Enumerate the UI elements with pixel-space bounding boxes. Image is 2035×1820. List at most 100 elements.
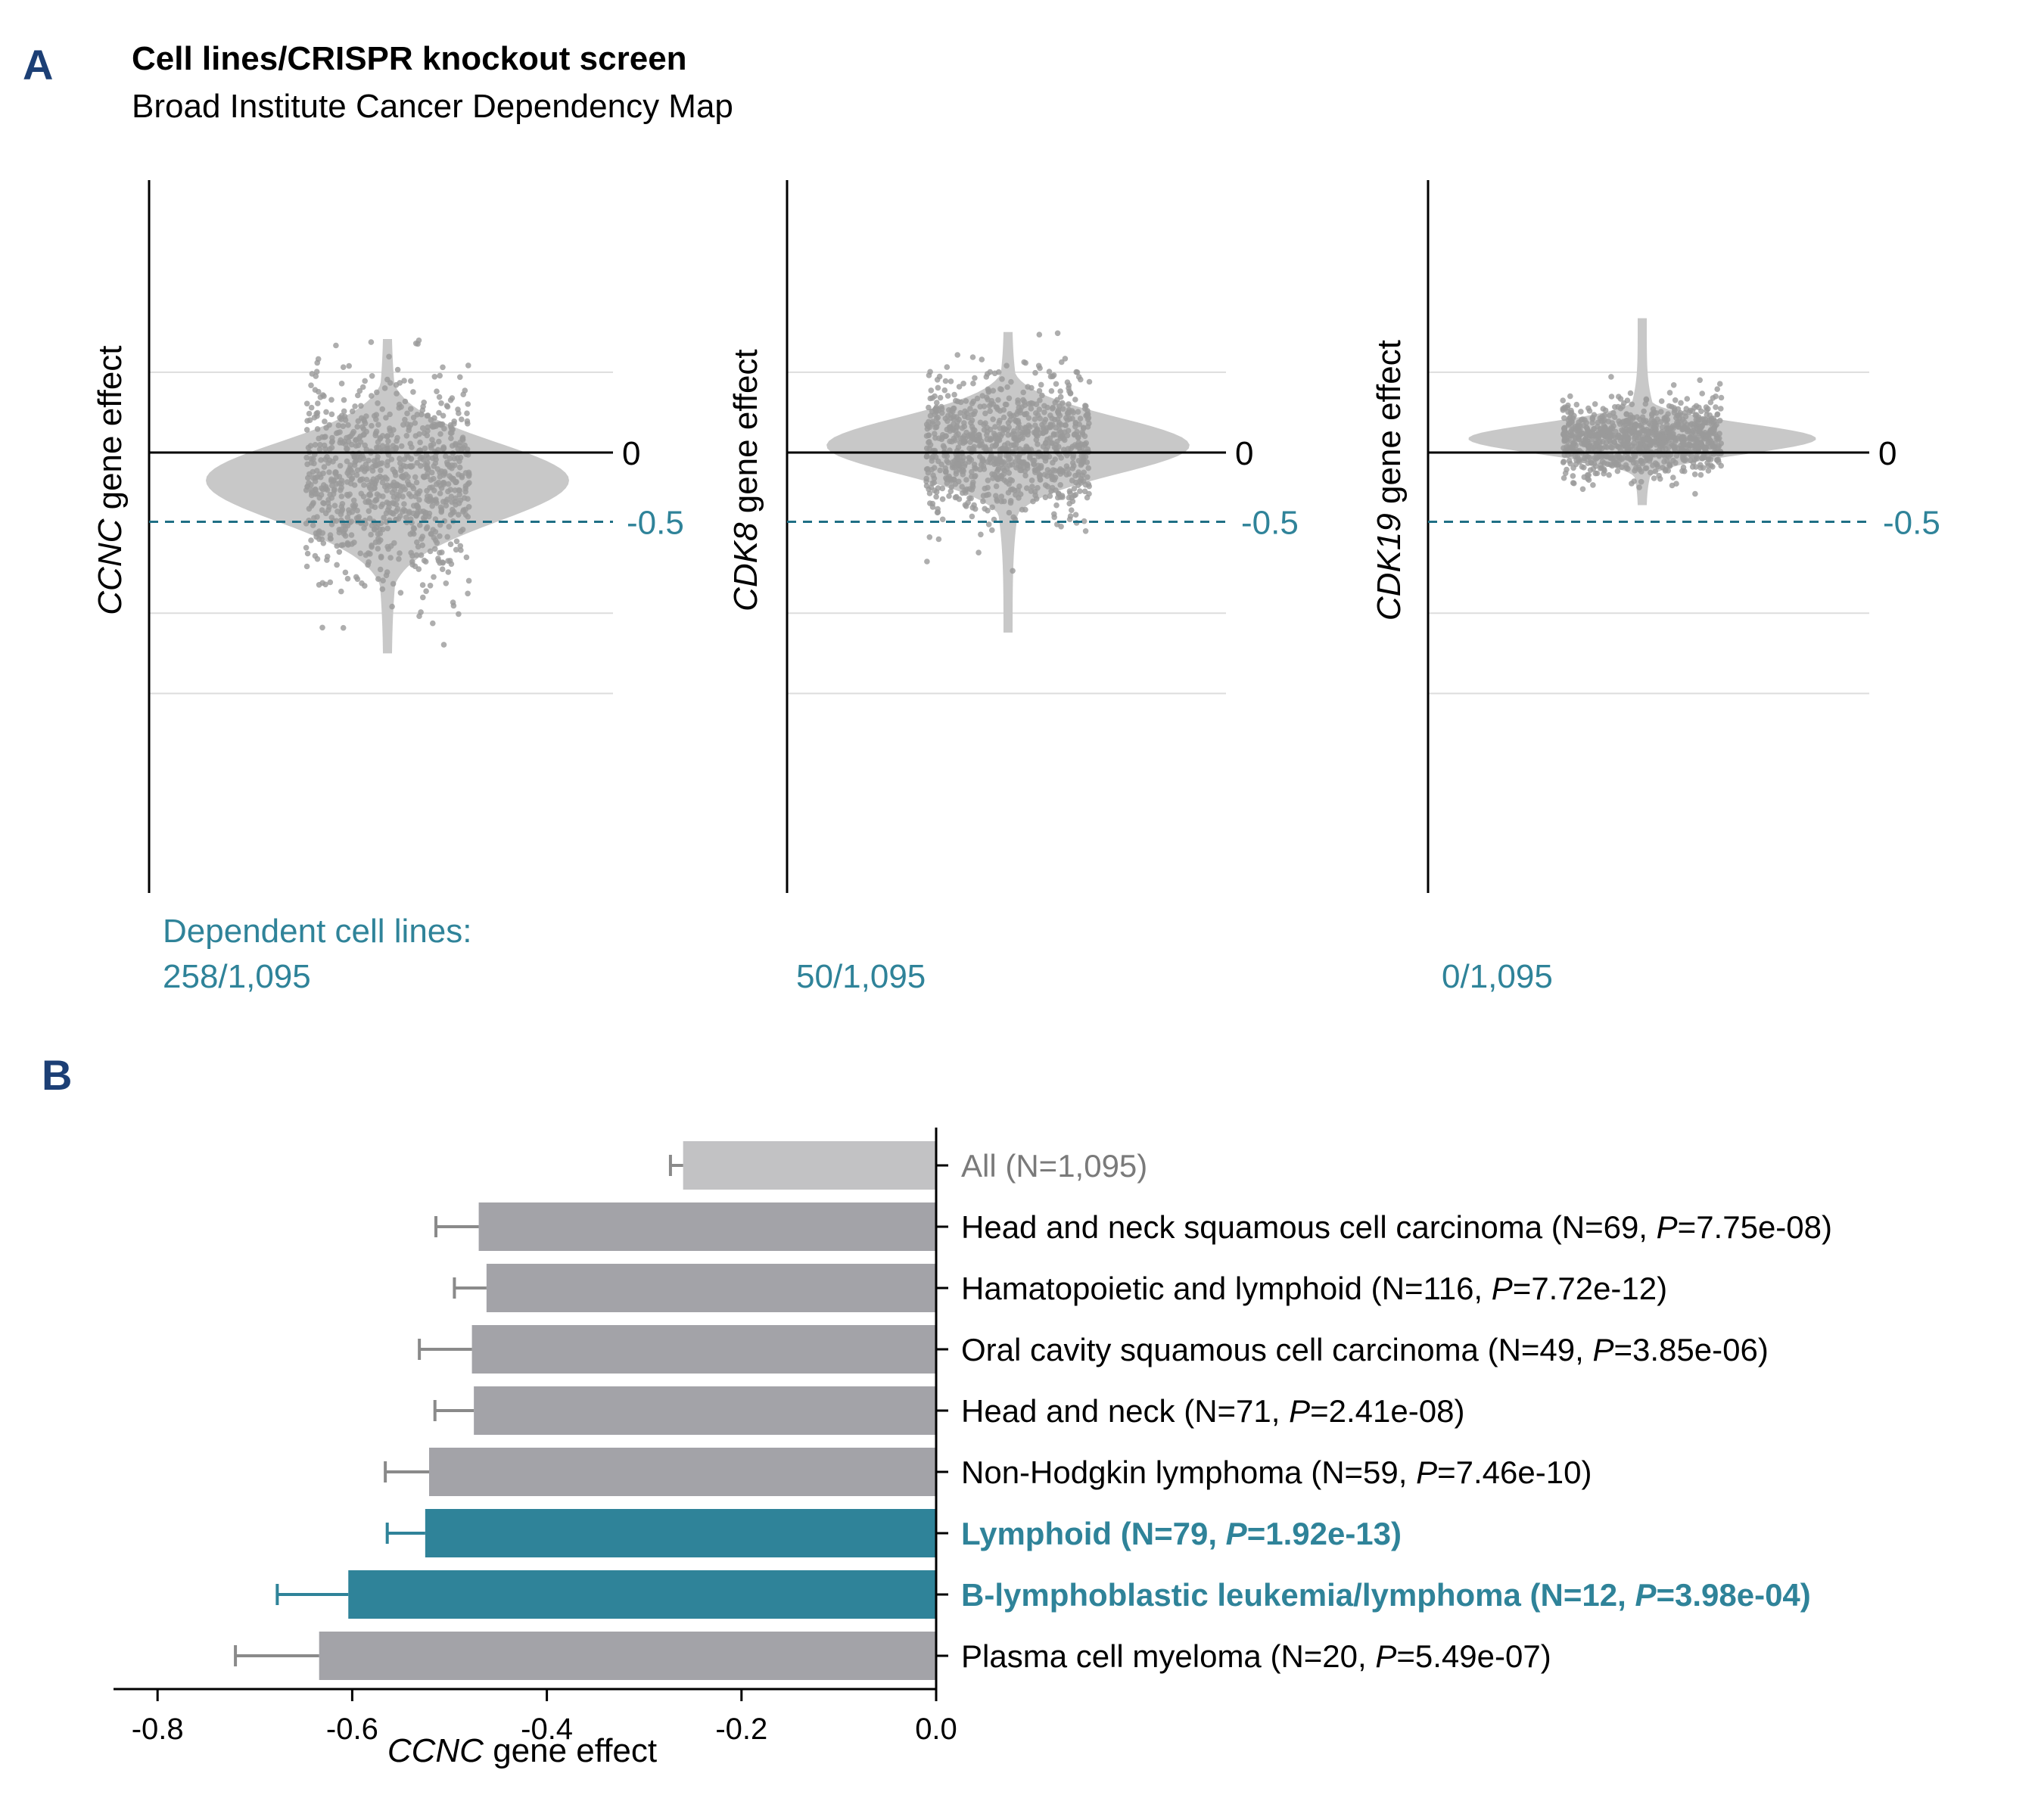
cell-line-dot — [1064, 410, 1071, 416]
cell-line-dot — [982, 485, 988, 492]
cell-line-dot — [1675, 421, 1682, 428]
cell-line-dot — [1036, 406, 1043, 412]
cell-line-dot — [322, 510, 329, 517]
cell-line-dot — [944, 412, 951, 419]
cell-line-dot — [1673, 453, 1680, 459]
cell-line-dot — [338, 493, 345, 499]
cell-line-dot — [408, 378, 414, 384]
cell-line-dot — [435, 555, 441, 562]
y-axis-gene-ccnc: CCNC — [92, 518, 129, 614]
cell-line-dot — [969, 481, 975, 488]
cell-line-dot — [334, 562, 340, 568]
cell-line-dot — [436, 394, 443, 400]
cell-line-dot — [957, 454, 963, 460]
cell-line-dot — [440, 642, 447, 648]
cell-line-dot — [1013, 492, 1019, 498]
cell-line-dot — [1017, 409, 1023, 416]
cell-line-dot — [1659, 424, 1666, 431]
cell-line-dot — [409, 558, 415, 565]
cell-line-dot — [1611, 439, 1618, 446]
cell-line-dot — [979, 356, 985, 362]
cell-line-dot — [333, 342, 339, 349]
panel-a-title: Cell lines/CRISPR knockout screen — [132, 40, 687, 77]
cell-line-dot — [380, 577, 386, 583]
cell-line-dot — [379, 586, 386, 593]
cell-line-dot — [327, 446, 333, 453]
cell-line-dot — [1010, 568, 1016, 574]
cell-line-dot — [1010, 486, 1016, 493]
cell-line-dot — [1584, 425, 1590, 431]
cell-line-dot — [943, 475, 949, 481]
cell-line-dot — [1022, 472, 1028, 479]
cell-line-dot — [988, 437, 994, 443]
cell-line-dot — [437, 474, 443, 480]
cell-line-dot — [348, 518, 355, 524]
cell-line-dot — [1644, 446, 1651, 453]
cell-line-dot — [1607, 437, 1613, 443]
cell-line-dot — [445, 488, 451, 495]
cell-line-dot — [1042, 440, 1049, 446]
cell-line-dot — [1078, 480, 1084, 486]
cell-line-dot — [430, 455, 436, 462]
cell-line-dot — [924, 558, 930, 565]
cell-line-dot — [1028, 406, 1035, 412]
cell-line-dot — [1579, 486, 1586, 493]
cell-line-dot — [375, 453, 381, 460]
cell-line-dot — [413, 479, 420, 486]
cell-line-dot — [354, 467, 361, 474]
cell-line-dot — [374, 491, 381, 497]
cell-line-dot — [1570, 465, 1576, 471]
cell-line-dot — [1005, 490, 1012, 496]
cell-line-dot — [338, 381, 345, 387]
cell-line-dot — [1633, 459, 1639, 466]
cell-line-dot — [424, 412, 431, 419]
cell-line-dot — [1672, 459, 1679, 466]
cell-line-dot — [348, 532, 355, 538]
bar-label-p-7: P — [1635, 1577, 1657, 1613]
cell-line-dot — [1643, 396, 1650, 403]
cell-line-dot — [372, 504, 378, 510]
cell-line-dot — [1063, 463, 1070, 469]
cell-line-dot — [1561, 415, 1567, 422]
cell-line-dot — [1028, 446, 1035, 453]
cell-line-dot — [458, 528, 464, 534]
cell-line-dot — [1697, 377, 1703, 384]
cell-line-dot — [397, 380, 403, 386]
cell-line-dot — [465, 577, 472, 584]
cell-line-dot — [1599, 445, 1605, 452]
cell-line-dot — [1639, 414, 1646, 420]
cell-line-dot — [1608, 374, 1614, 380]
cell-line-dot — [1691, 471, 1698, 478]
cell-line-dot — [397, 483, 403, 490]
cell-line-dot — [1019, 404, 1025, 410]
cell-line-dot — [447, 455, 453, 462]
cell-line-dot — [931, 480, 937, 486]
cell-line-dot — [422, 474, 428, 481]
cell-line-dot — [1005, 420, 1012, 426]
y-axis-suffix-cdk19: gene effect — [1371, 340, 1408, 513]
cell-line-dot — [438, 400, 444, 406]
cell-line-dot — [1005, 432, 1011, 438]
cell-line-dot — [1000, 406, 1007, 413]
cell-line-dot — [1598, 462, 1604, 468]
cell-line-dot — [969, 400, 975, 406]
cell-line-dot — [1685, 441, 1691, 448]
cell-line-dot — [347, 491, 353, 497]
cell-line-dot — [415, 566, 422, 572]
cell-line-dot — [310, 456, 316, 462]
cell-line-dot — [331, 487, 338, 493]
cell-line-dot — [1637, 440, 1644, 447]
cell-line-dot — [1006, 509, 1013, 516]
bar-label-name-5: Non-Hodgkin lymphoma (N=59, — [961, 1454, 1416, 1490]
cell-line-dot — [975, 432, 982, 438]
cell-line-dot — [1644, 453, 1650, 460]
cell-line-dot — [445, 558, 451, 564]
cell-line-dot — [408, 406, 414, 412]
cell-line-dot — [464, 410, 470, 416]
cell-line-dot — [1060, 494, 1066, 500]
cell-line-dot — [360, 426, 367, 432]
bar-label-name-6: Lymphoid (N=79, — [961, 1516, 1226, 1551]
cell-line-dot — [955, 444, 962, 451]
cell-line-dot — [1670, 382, 1677, 388]
cell-line-dot — [375, 536, 381, 542]
